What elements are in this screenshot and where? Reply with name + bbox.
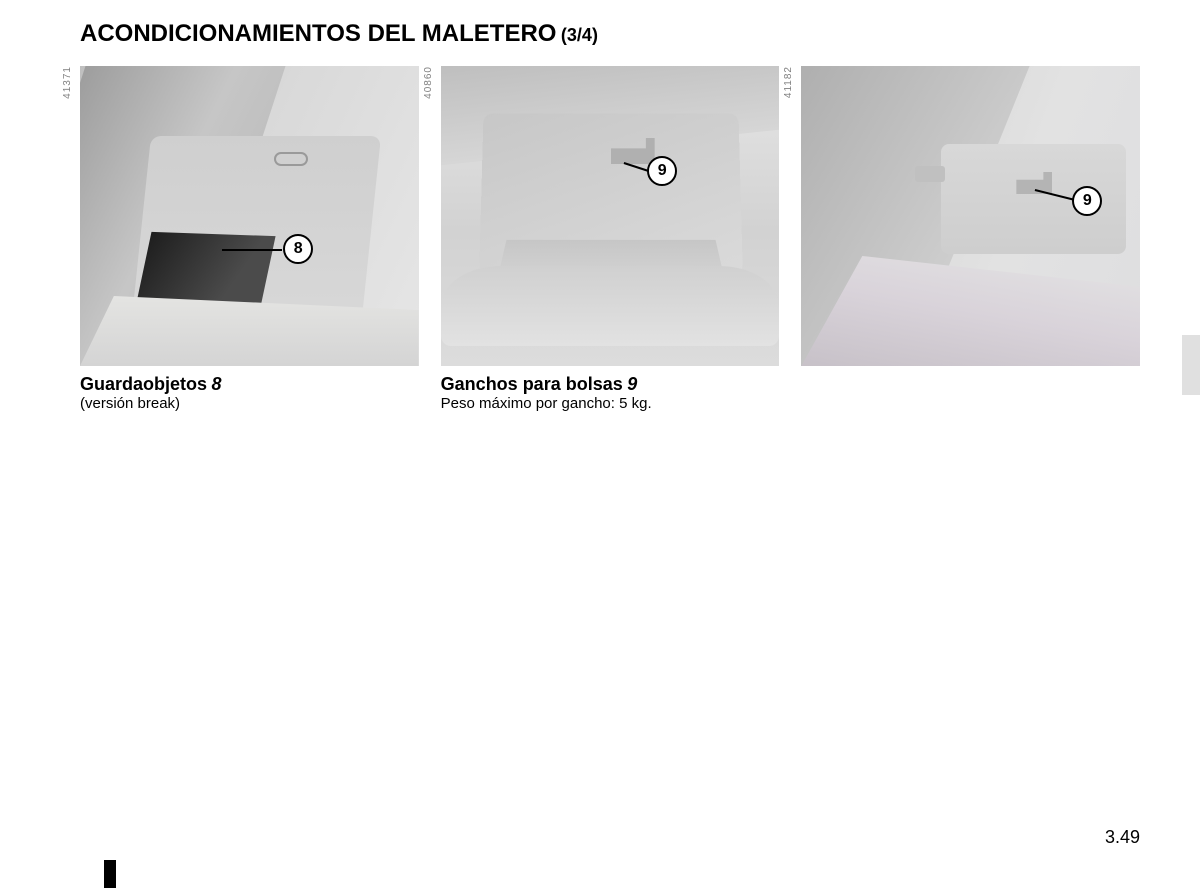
callout-num-1: 8 xyxy=(294,240,303,258)
figure-3: 9 xyxy=(801,66,1140,366)
figure-id-2: 40860 xyxy=(423,66,434,99)
figure-1: 8 xyxy=(80,66,419,366)
figure-wrap-2: 40860 9 xyxy=(441,66,780,366)
figure-1-handle xyxy=(274,152,308,166)
column-1: 41371 8 Guardaobjetos 8 xyxy=(80,66,419,412)
caption-1-body: (versión break) xyxy=(80,395,419,412)
figure-id-3: 41182 xyxy=(783,66,794,98)
page-title: ACONDICIONAMIENTOS DEL MALETERO (3/4) xyxy=(80,20,1140,48)
figure-2: 9 xyxy=(441,66,780,366)
figure-wrap-1: 41371 8 xyxy=(80,66,419,366)
figure-2-bumper xyxy=(441,266,780,346)
title-part: (3/4) xyxy=(561,25,598,45)
callout-leader-1 xyxy=(222,249,282,251)
figure-wrap-3: 41182 9 xyxy=(801,66,1140,366)
caption-1: Guardaobjetos 8 (versión break) xyxy=(80,374,419,412)
caption-2-title-line: Ganchos para bolsas 9 xyxy=(441,374,780,395)
title-main: ACONDICIONAMIENTOS DEL MALETERO xyxy=(80,20,556,47)
column-3: 41182 9 xyxy=(801,66,1140,412)
content-columns: 41371 8 Guardaobjetos 8 xyxy=(80,66,1140,412)
callout-num-2: 9 xyxy=(658,162,667,180)
figure-3-strip xyxy=(915,166,945,182)
caption-1-title-line: Guardaobjetos 8 xyxy=(80,374,419,395)
caption-1-num: 8 xyxy=(211,374,221,394)
callout-badge-1: 8 xyxy=(283,234,313,264)
caption-1-title: Guardaobjetos xyxy=(80,374,207,394)
callout-num-3: 9 xyxy=(1083,192,1092,210)
caption-2-title: Ganchos para bolsas xyxy=(441,374,623,394)
caption-2-num: 9 xyxy=(627,374,637,394)
page: ACONDICIONAMIENTOS DEL MALETERO (3/4) 41… xyxy=(0,0,1200,412)
caption-2-body: Peso máximo por gancho: 5 kg. xyxy=(441,395,780,412)
column-2: 40860 9 Ganchos para bolsas xyxy=(441,66,780,412)
footer-crop-mark xyxy=(104,860,116,888)
figure-id-1: 41371 xyxy=(62,66,73,99)
page-number: 3.49 xyxy=(1105,827,1140,848)
caption-2: Ganchos para bolsas 9 Peso máximo por ga… xyxy=(441,374,780,412)
section-side-tab xyxy=(1182,335,1200,395)
